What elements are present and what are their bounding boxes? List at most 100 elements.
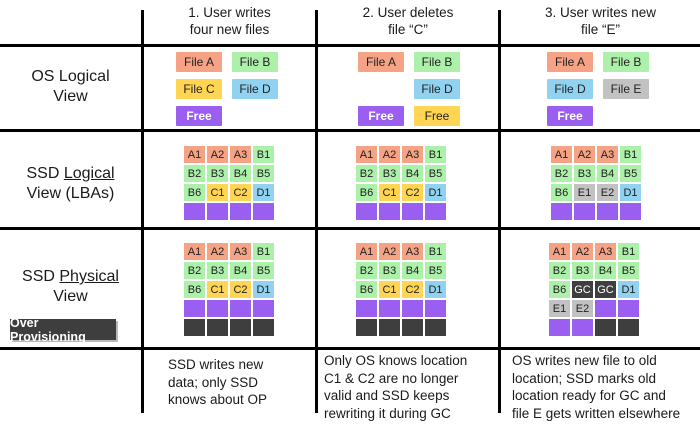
file-block-free: Free [358, 106, 404, 126]
cell-free [402, 203, 423, 220]
os-view-files-step1: File A File B File C File D Free [176, 52, 278, 126]
row-label-ssd-physical-view: SSD Physical View [22, 268, 119, 305]
cell-d1: D1 [425, 184, 446, 201]
cell-b4: B4 [595, 262, 616, 279]
file-block-file-d: File D [547, 79, 593, 99]
cell-free [207, 319, 228, 336]
cell-b6: B6 [356, 281, 377, 298]
file-block-file-b: File B [232, 52, 278, 72]
caption-step2: Only OS knows location C1 & C2 are no lo… [324, 353, 468, 421]
divider-horizontal-2 [0, 129, 700, 132]
cell-a3: A3 [402, 243, 423, 260]
cell-c1: C1 [207, 281, 228, 298]
cell-c2: C2 [402, 281, 423, 298]
cell-c1: C1 [379, 184, 400, 201]
row-label-os-line1: OS Logical [31, 67, 110, 85]
cell-a1: A1 [549, 243, 570, 260]
cell-b2: B2 [356, 262, 377, 279]
cell-free [425, 300, 446, 317]
cell-b6: B6 [551, 184, 572, 201]
cell-a2: A2 [574, 146, 595, 163]
cell-e1: E1 [549, 300, 570, 317]
cell-e2: E2 [572, 300, 593, 317]
row-label-ssd-logical-view: SSD Logical View (LBAs) [26, 164, 115, 202]
cell-a2: A2 [207, 243, 228, 260]
ssd-physical-grid-step1: A1 A2 A3 B1 B2 B3 B4 B5 B6 C1 C2 D1 [184, 243, 274, 336]
cell-a2: A2 [207, 146, 228, 163]
cell-b2: B2 [184, 262, 205, 279]
cell-d1: D1 [620, 184, 641, 201]
file-block-free: Free [547, 106, 593, 126]
cell-b2: B2 [551, 165, 572, 182]
cell-b5: B5 [425, 165, 446, 182]
divider-horizontal-3 [0, 227, 700, 230]
empty-slot [603, 106, 649, 126]
cell-b1: B1 [620, 146, 641, 163]
cell-b4: B4 [402, 165, 423, 182]
cell-free [184, 300, 205, 317]
cell-free [230, 300, 251, 317]
cell-free [207, 300, 228, 317]
cell-free [253, 300, 274, 317]
cell-free [184, 203, 205, 220]
cell-b5: B5 [425, 262, 446, 279]
cell-free [253, 203, 274, 220]
cell-b5: B5 [253, 165, 274, 182]
cell-c2: C2 [402, 184, 423, 201]
empty-slot [358, 79, 404, 99]
cell-b2: B2 [549, 262, 570, 279]
cell-a3: A3 [230, 243, 251, 260]
column-header-step2: 2. User deletes file “C” [362, 5, 454, 37]
cell-free [356, 300, 377, 317]
cell-b6: B6 [184, 184, 205, 201]
caption-step1: SSD writes new data; only SSD knows abou… [168, 357, 268, 407]
row-label-os-view: OS Logical View [0, 44, 141, 129]
over-provisioning-badge: Over Provisioning [10, 316, 116, 344]
cell-free [618, 319, 639, 336]
file-block-free: Free [414, 106, 460, 126]
cell-c1: C1 [207, 184, 228, 201]
cell-free [549, 319, 570, 336]
ssd-physical-grid-step3: A1 A2 A3 B1 B2 B3 B4 B5 B6 GC GC D1 E1 E2 [549, 243, 639, 336]
cell-d1: D1 [253, 281, 274, 298]
cell-b5: B5 [253, 262, 274, 279]
cell-c2: C2 [230, 281, 251, 298]
cell-c1: C1 [379, 281, 400, 298]
cell-free [379, 300, 400, 317]
file-block-file-d: File D [414, 79, 460, 99]
cell-free [572, 319, 593, 336]
column-header-step1: 1. User writes four new files [188, 5, 271, 37]
cell-a3: A3 [402, 146, 423, 163]
cell-b3: B3 [379, 262, 400, 279]
cell-b2: B2 [356, 165, 377, 182]
column-header-step3: 3. User writes new file “E” [544, 5, 657, 37]
cell-d1: D1 [253, 184, 274, 201]
cell-b6: B6 [184, 281, 205, 298]
cell-d1: D1 [618, 281, 639, 298]
divider-horizontal-1 [0, 44, 700, 47]
cell-b1: B1 [425, 146, 446, 163]
cell-free [253, 319, 274, 336]
file-block-file-b: File B [603, 52, 649, 72]
file-block-file-c: File C [176, 79, 222, 99]
ssd-logical-grid-step3: A1 A2 A3 B1 B2 B3 B4 B5 B6 E1 E2 D1 [551, 146, 641, 220]
file-block-file-e: File E [603, 79, 649, 99]
cell-free [595, 300, 616, 317]
cell-a1: A1 [184, 243, 205, 260]
ssd-logical-grid-step2: A1 A2 A3 B1 B2 B3 B4 B5 B6 C1 C2 D1 [356, 146, 446, 220]
cell-b4: B4 [402, 262, 423, 279]
cell-free [356, 203, 377, 220]
cell-b1: B1 [618, 243, 639, 260]
cell-a1: A1 [551, 146, 572, 163]
cell-b3: B3 [379, 165, 400, 182]
file-block-file-a: File A [358, 52, 404, 72]
cell-b6: B6 [356, 184, 377, 201]
cell-free [207, 203, 228, 220]
cell-free [184, 319, 205, 336]
cell-a1: A1 [356, 243, 377, 260]
cell-free [574, 203, 595, 220]
cell-a3: A3 [595, 243, 616, 260]
cell-b3: B3 [574, 165, 595, 182]
caption-step3: OS writes new file to old location; SSD … [512, 353, 681, 421]
